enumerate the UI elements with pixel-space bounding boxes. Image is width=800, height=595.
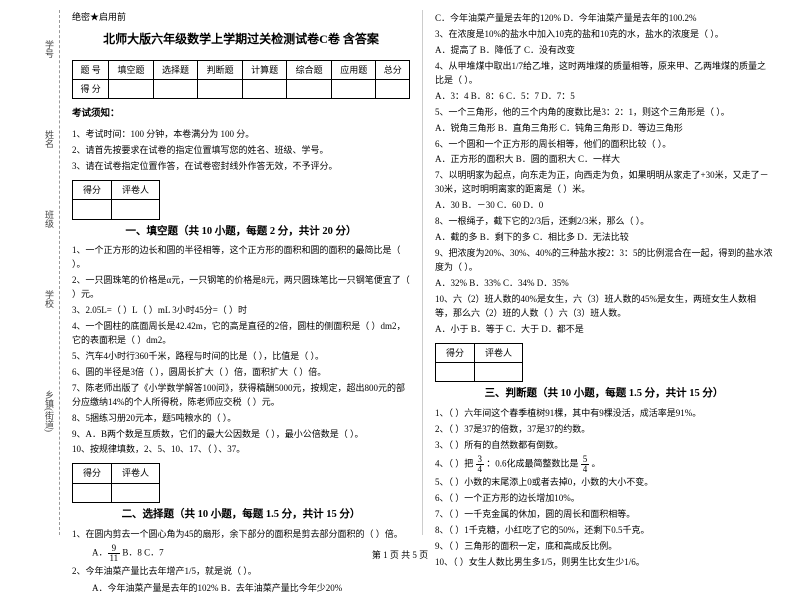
- gp-cell: 得分: [436, 343, 475, 362]
- q: 1、（ ）六年间这个春季植树91棵，其中有9棵没活，成活率是91%。: [435, 407, 773, 421]
- secret-label: 绝密★启用前: [72, 10, 410, 24]
- exam-title: 北师大版六年级数学上学期过关检测试卷C卷 含答案: [72, 30, 410, 49]
- notice: 1、考试时间：100 分钟，本卷满分为 100 分。: [72, 127, 410, 141]
- q: 2、一只圆珠笔的价格是α元，一只钢笔的价格是8元，两只圆珠笔比一只钢笔便宜了（ …: [72, 274, 410, 302]
- q: 5、一个三角形，他的三个内角的度数比是3：2：1，则这个三角形是（ ）。: [435, 106, 773, 120]
- notice: 3、请在试卷指定位置作答，在试卷密封线外作答无效，不予评分。: [72, 159, 410, 173]
- th: 综合题: [287, 60, 332, 79]
- binding-label: 学校: [43, 290, 56, 308]
- q: 2、（ ）37是37的倍数，37是37的约数。: [435, 423, 773, 437]
- gp-cell: 得分: [73, 180, 112, 199]
- q: 9、A．B两个数是互质数，它们的最大公因数是（ ），最小公倍数是（ ）。: [72, 428, 410, 442]
- right-column: C．今年油菜产量是去年的120% D．今年油菜产量是去年的100.2% 3、在浓…: [423, 10, 785, 535]
- q: A．锐角三角形 B．直角三角形 C．钝角三角形 D．等边三角形: [435, 122, 773, 136]
- q: 6、一个圆和一个正方形的周长相等，他们的面积比较（ ）。: [435, 138, 773, 152]
- score-table: 题 号 填空题 选择题 判断题 计算题 综合题 应用题 总分 得 分: [72, 60, 410, 100]
- th: 总分: [376, 60, 410, 79]
- q: 4、（ ）把 34 ：0.6化成最简整数比是 54 。: [435, 455, 773, 474]
- q: 2、今年油菜产量比去年增产1/5，就是说（ ）。: [72, 565, 410, 579]
- grade-table: 得分 评卷人: [72, 463, 160, 503]
- gp-cell: 评卷人: [475, 343, 523, 362]
- gp-cell: 评卷人: [112, 464, 160, 483]
- q: 4、从甲堆煤中取出1/7给乙堆，这时两堆煤的质量相等，原来甲、乙两堆煤的质量之比…: [435, 60, 773, 88]
- th: 应用题: [331, 60, 376, 79]
- q: A．正方形的面积大 B．圆的面积大 C．一样大: [435, 153, 773, 167]
- gp-cell: 评卷人: [112, 180, 160, 199]
- q: A．小于 B．等于 C．大于 D．都不是: [435, 323, 773, 337]
- th: 选择题: [153, 60, 198, 79]
- q: 8、一根绳子，截下它的2/3后，还剩2/3米，那么（ ）。: [435, 215, 773, 229]
- q: 5、（ ）小数的末尾添上0或者去掉0，小数的大小不变。: [435, 476, 773, 490]
- q: 4、一个圆柱的底面周长是42.42m，它的高是直径的2倍，圆柱的侧面积是（ ）d…: [72, 320, 410, 348]
- q: 7、陈老师出版了《小学数学解答100问》，获得稿酬5000元，按规定，超出800…: [72, 382, 410, 410]
- q: 10、六（2）班人数的40%是女生，六（3）班人数的45%是女生，两班女生人数相…: [435, 293, 773, 321]
- th: 题 号: [73, 60, 109, 79]
- q: 3、2.05L=（ ）L（ ）mL 3小时45分=（ ）时: [72, 304, 410, 318]
- binding-label: 班级: [43, 210, 56, 228]
- q: 8、5捆练习册20元本，题5吨粮水的（ ）。: [72, 412, 410, 426]
- grade-table: 得分 评卷人: [435, 343, 523, 383]
- q: 10、按规律填数，2、5、10、17、（ ）、37。: [72, 443, 410, 457]
- th: 判断题: [198, 60, 243, 79]
- notice: 2、请首先按要求在试卷的指定位置填写您的姓名、班级、学号。: [72, 143, 410, 157]
- q: 6、（ ）一个正方形的边长增加10%。: [435, 492, 773, 506]
- q: 3、在浓度是10%的盐水中加入10克的盐和10克的水，盐水的浓度是（ ）。: [435, 28, 773, 42]
- q: A．30 B．－30 C．60 D．0: [435, 199, 773, 213]
- q: 7、以明明家为起点，向东走为正，向西走为负，如果明明从家走了+30米，又走了－3…: [435, 169, 773, 197]
- q: A．提高了 B．降低了 C．没有改变: [435, 44, 773, 58]
- q: 9、把浓度为20%、30%、40%的三种盐水按2：3：5的比例混合在一起，得到的…: [435, 247, 773, 275]
- left-column: 绝密★启用前 北师大版六年级数学上学期过关检测试卷C卷 含答案 题 号 填空题 …: [60, 10, 423, 535]
- binding-label: 姓名: [43, 130, 56, 148]
- notice-heading: 考试须知：: [72, 107, 410, 122]
- th: 填空题: [109, 60, 154, 79]
- q: 7、（ ）一千克金属的休加，圆的周长和面积相等。: [435, 508, 773, 522]
- td: 得 分: [73, 79, 109, 98]
- binding-margin: 学号 姓名 班级 学校 乡镇(街道): [15, 10, 60, 535]
- binding-label: 学号: [43, 40, 56, 58]
- q: C．今年油菜产量是去年的120% D．今年油菜产量是去年的100.2%: [435, 12, 773, 26]
- section-3-title: 三、判断题（共 10 小题，每题 1.5 分，共计 15 分）: [435, 386, 773, 403]
- q: A．3：4 B．8：6 C．5：7 D．7：5: [435, 90, 773, 104]
- q: 1、在圆内剪去一个圆心角为45的扇形，余下部分的面积是剪去部分面积的（ ）倍。: [72, 528, 410, 542]
- q: 3、（ ）所有的自然数都有倒数。: [435, 439, 773, 453]
- page-footer: 第 1 页 共 5 页: [0, 548, 800, 561]
- q: 1、一个正方形的边长和圆的半径相等，这个正方形的面积和圆的面积的最简比是（ ）。: [72, 244, 410, 272]
- q: A．32% B．33% C．34% D．35%: [435, 277, 773, 291]
- q: 8、（ ）1千克糖，小红吃了它的50%，还剩下0.5千克。: [435, 524, 773, 538]
- q: A．截的多 B．剩下的多 C．相比多 D．无法比较: [435, 231, 773, 245]
- th: 计算题: [242, 60, 287, 79]
- q: 6、圆的半径是3倍（ ），圆周长扩大（ ）倍，面积扩大（ ）倍。: [72, 366, 410, 380]
- section-2-title: 二、选择题（共 10 小题，每题 1.5 分，共计 15 分）: [72, 507, 410, 524]
- grade-table: 得分 评卷人: [72, 180, 160, 220]
- gp-cell: 得分: [73, 464, 112, 483]
- q: 5、汽车4小时行360千米，路程与时间的比是（ ），比值是（ ）。: [72, 350, 410, 364]
- binding-label: 乡镇(街道): [43, 390, 56, 432]
- opts: A．今年油菜产量是去年的102% B．去年油菜产量比今年少20%: [72, 581, 410, 595]
- section-1-title: 一、填空题（共 10 小题，每题 2 分，共计 20 分）: [72, 224, 410, 241]
